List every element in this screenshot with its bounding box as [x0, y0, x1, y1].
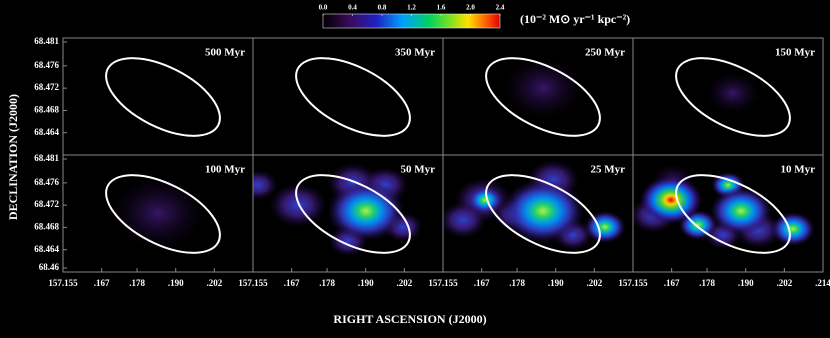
panel-map: [63, 155, 253, 272]
colorbar-label: (10⁻² M⊙ yr⁻¹ kpc⁻²): [520, 12, 630, 26]
panel: 25 Myr: [442, 154, 634, 273]
sfr-blob: [584, 211, 626, 243]
panel: 350 Myr: [252, 37, 444, 156]
y-tick-label: 68.481: [34, 36, 59, 46]
colorbar-tick-label: 1.2: [407, 4, 416, 12]
panel-frame: [632, 154, 824, 273]
sfr-blob: [112, 178, 204, 248]
y-tick-label: 68.468: [34, 221, 59, 231]
x-axis-label: RIGHT ASCENSION (J2000): [333, 312, 486, 326]
panel-label: 250 Myr: [585, 47, 625, 59]
aperture-ellipse: [105, 174, 221, 254]
colorbar: [322, 13, 501, 29]
x-tick-label: .178: [319, 278, 335, 288]
y-tick-label: 68.481: [34, 153, 59, 163]
colorbar-tick-label: 0.4: [348, 4, 357, 12]
aperture-ellipse: [675, 174, 791, 254]
colorbar-tick-label: 2.4: [496, 4, 505, 12]
panel-label: 25 Myr: [590, 164, 625, 176]
x-tick-label: .167: [664, 278, 680, 288]
x-tick-label: .190: [168, 278, 184, 288]
x-tick-label: .178: [699, 278, 715, 288]
x-tick-label: 157.155: [618, 278, 648, 288]
y-tick-label: 68.476: [34, 177, 59, 187]
panel-label: 10 Myr: [780, 164, 815, 176]
x-tick-label: .202: [586, 278, 602, 288]
panel-label: 350 Myr: [395, 47, 435, 59]
panel-map: [63, 38, 253, 155]
x-tick-label: 157.155: [238, 278, 268, 288]
x-tick-label: .190: [548, 278, 564, 288]
panel-map: [443, 155, 633, 272]
sfr-blob: [253, 170, 278, 200]
sfr-blob: [504, 58, 582, 118]
y-tick-label: 68.472: [34, 82, 59, 92]
colorbar-tick-label: 0.8: [378, 4, 387, 12]
aperture-ellipse: [295, 57, 411, 137]
y-tick-label: 68.464: [34, 127, 59, 137]
y-tick-label: 68.472: [34, 199, 59, 209]
panel-map: [443, 38, 633, 155]
sfr-blob: [639, 176, 703, 224]
panel-map: [633, 38, 823, 155]
colorbar-tick-label: 0.0: [319, 4, 328, 12]
sfr-blob: [269, 183, 327, 227]
panel-label: 100 Myr: [205, 164, 245, 176]
y-tick-label: 68.468: [34, 104, 59, 114]
x-tick-label: .178: [129, 278, 145, 288]
colorbar-tick-label: 1.6: [437, 4, 446, 12]
aperture-ellipse: [105, 57, 221, 137]
aperture-ellipse: [485, 174, 601, 254]
y-tick-label: 68.46: [39, 262, 60, 272]
colorbar-tick-label: 2.0: [466, 4, 475, 12]
sfr-blob: [327, 181, 405, 241]
x-tick-label: .202: [396, 278, 412, 288]
x-tick-label: .167: [94, 278, 110, 288]
y-tick-label: 68.476: [34, 60, 59, 70]
panel: 150 Myr: [632, 37, 824, 156]
x-tick-label: .214: [815, 278, 830, 288]
x-tick-label: .178: [509, 278, 525, 288]
aperture-ellipse: [295, 174, 411, 254]
aperture-ellipse: [675, 57, 791, 137]
panel-label: 500 Myr: [205, 47, 245, 59]
panel-label: 150 Myr: [775, 47, 815, 59]
panel: 50 Myr: [252, 154, 444, 273]
sfr-blob: [707, 73, 759, 113]
panel: 500 Myr: [62, 37, 254, 156]
panel-map: [253, 155, 443, 272]
x-tick-label: .190: [358, 278, 374, 288]
panel: 250 Myr: [442, 37, 634, 156]
panel-map: [633, 155, 823, 272]
sfr-blob: [466, 186, 504, 214]
panel: 100 Myr: [62, 154, 254, 273]
x-tick-label: .190: [738, 278, 754, 288]
x-tick-label: 157.155: [48, 278, 78, 288]
x-tick-label: .202: [776, 278, 792, 288]
x-tick-label: 157.155: [428, 278, 458, 288]
y-tick-label: 68.464: [34, 244, 59, 254]
panel-map: [253, 38, 443, 155]
panel-bg: [63, 38, 253, 155]
x-tick-label: .167: [284, 278, 300, 288]
aperture-ellipse: [485, 57, 601, 137]
panel: 10 Myr: [632, 154, 824, 273]
sfr-blob: [770, 212, 816, 246]
x-tick-label: .202: [206, 278, 222, 288]
panel-bg: [253, 38, 443, 155]
sfr-blob: [501, 179, 585, 243]
sfr-blob: [709, 187, 773, 235]
panel-label: 50 Myr: [400, 164, 435, 176]
x-tick-label: .167: [474, 278, 490, 288]
y-axis-label: DECLINATION (J2000): [6, 94, 20, 220]
